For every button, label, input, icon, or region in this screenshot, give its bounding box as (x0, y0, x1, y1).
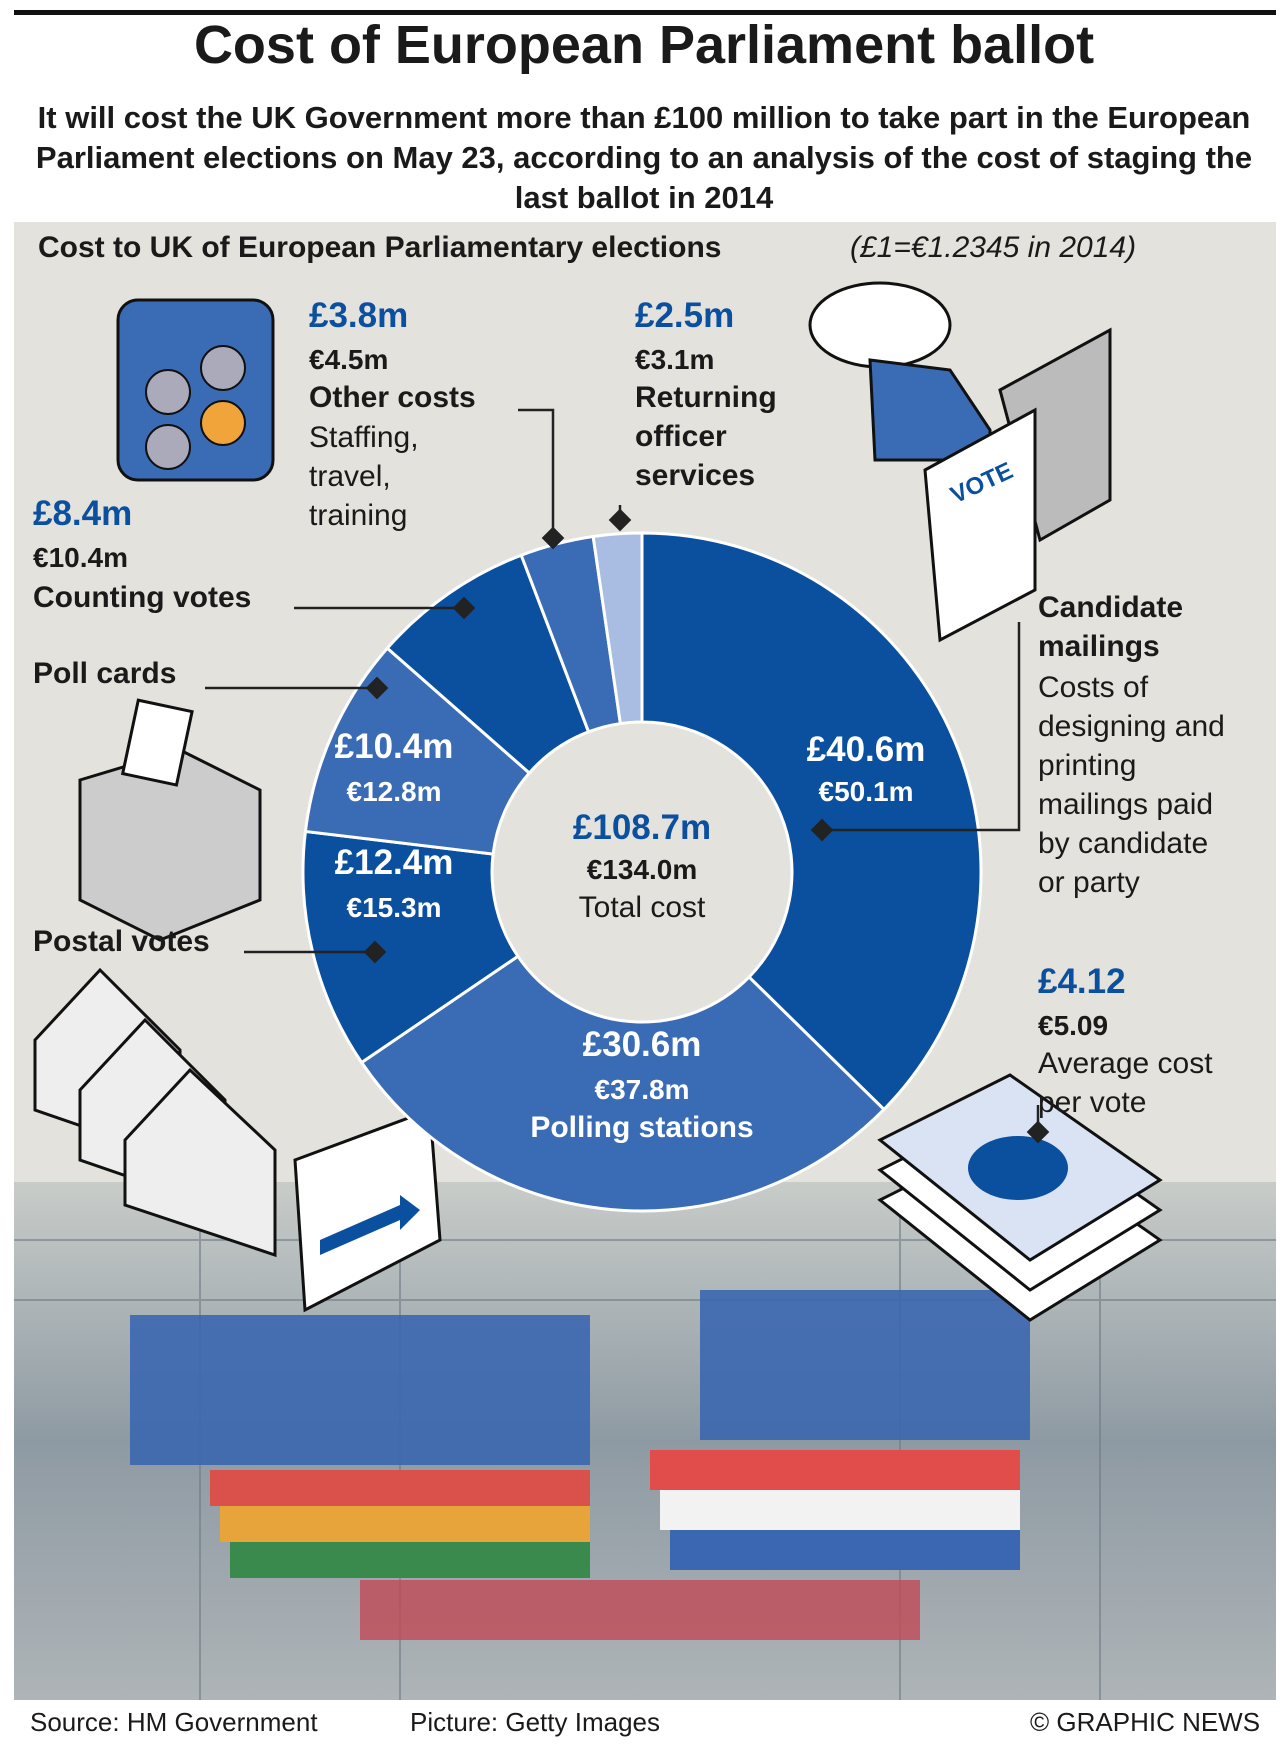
leader-lines (205, 408, 1021, 954)
donut-segment (359, 954, 887, 1213)
euro-label: €10.4m (33, 542, 128, 573)
donut-segment (303, 646, 532, 856)
euro-label: €12.8m (346, 776, 442, 807)
category-label: Other costs (309, 381, 476, 414)
euro-label: €15.3m (346, 892, 442, 923)
ballot-box-icon (78, 698, 262, 942)
category-label: Polling stations (530, 1111, 754, 1144)
euro-label: €37.8m (594, 1074, 690, 1105)
speech-icon (808, 281, 992, 462)
category-label: Postal votes (33, 925, 210, 958)
euro-label: €50.1m (818, 776, 914, 807)
donut-segment (301, 829, 521, 1065)
category-label: Candidate mailings (1038, 591, 1184, 663)
donut (301, 531, 983, 1213)
value-label: £30.6m (582, 1025, 702, 1064)
banknotes-icon (877, 1073, 1163, 1322)
euro-label: €4.5m (309, 344, 389, 375)
footer-credit: © GRAPHIC NEWS (1030, 1707, 1261, 1737)
donut-segment (591, 531, 644, 726)
chart-note: (£1=€1.2345 in 2014) (850, 231, 1137, 264)
footer-source: Source: HM Government (30, 1707, 318, 1737)
poster-icon: VOTE (923, 327, 1112, 643)
chart-title: Cost to UK of European Parliamentary ele… (38, 231, 722, 264)
subtitle: It will cost the UK Government more than… (35, 100, 1253, 215)
average-text: Average cost per vote (1038, 1047, 1213, 1119)
total-label: £108.7m (572, 808, 712, 847)
total-text: Total cost (578, 891, 706, 924)
value-label: £8.4m (33, 494, 133, 533)
footer-picture: Picture: Getty Images (410, 1707, 660, 1737)
value-label: £10.4m (334, 727, 454, 766)
value-label: £3.8m (309, 296, 409, 335)
category-label: Returning officer services (635, 381, 777, 492)
value-label: £2.5m (635, 296, 735, 335)
average-euro: €5.09 (1038, 1010, 1109, 1041)
leader-diamonds (363, 508, 1050, 1144)
envelopes-icon (33, 967, 277, 1258)
category-label: Poll cards (33, 657, 177, 690)
title: Cost of European Parliament ballot (193, 15, 1095, 75)
description: Costs of designing and printing mailings… (1038, 671, 1225, 899)
value-label: £40.6m (806, 730, 926, 769)
polling-sign-icon (293, 1107, 442, 1313)
donut-hole (496, 726, 788, 1018)
value-label: £12.4m (334, 843, 454, 882)
calculator-icon (116, 298, 275, 482)
top-rule (14, 10, 1276, 15)
average-label: £4.12 (1038, 962, 1126, 1001)
description: Staffing, travel, training (309, 421, 419, 532)
total-euro: €134.0m (586, 854, 698, 885)
category-label: Counting votes (33, 581, 252, 614)
euro-label: €3.1m (635, 344, 715, 375)
donut-segment (640, 531, 983, 1112)
